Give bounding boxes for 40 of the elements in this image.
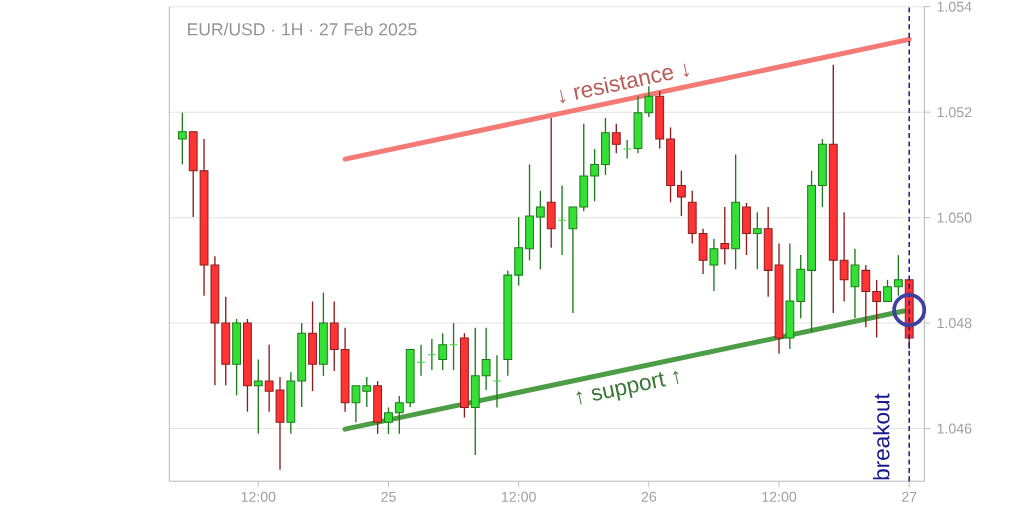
text: ↓ resistance ↓ (560, 63, 689, 104)
candlestick (752, 211, 762, 270)
candlestick (535, 190, 545, 270)
candlestick (253, 358, 263, 435)
text: EUR/USD · 1H · 27 Feb 2025 (188, 22, 417, 36)
candlestick (676, 170, 686, 217)
candlestick (590, 148, 600, 202)
candlestick (394, 395, 404, 435)
candlestick (481, 327, 491, 391)
candlestick (709, 238, 719, 292)
y-tick-label: 1.048 (937, 318, 972, 329)
x-tick-label: 12:00 (762, 491, 797, 502)
ref-line-label: breakout (872, 393, 890, 480)
candlestick (351, 385, 361, 423)
candlestick (720, 206, 730, 266)
candlestick (872, 279, 882, 339)
x-tick-label: 12:00 (241, 491, 276, 502)
y-tick-label: 1.050 (937, 212, 972, 223)
candlestick (438, 332, 448, 371)
candlestick (416, 344, 426, 377)
candlestick (850, 248, 860, 320)
candlestick (861, 264, 871, 328)
x-tick-label: 26 (641, 491, 657, 502)
candlestick (893, 254, 903, 297)
candlestick (362, 376, 372, 408)
x-tick-label: 25 (381, 491, 396, 502)
y-tick-label: 1.046 (937, 423, 972, 434)
candlestick (622, 139, 632, 160)
x-tick-label: 27 (902, 491, 917, 502)
candlestick (568, 206, 578, 314)
text: ↑ support ↑ (576, 370, 679, 405)
candlestick (492, 354, 502, 409)
x-tick-label: 12:00 (502, 491, 536, 502)
candlestick (883, 279, 892, 303)
candlestick (177, 112, 187, 166)
candlestick (384, 406, 393, 435)
candlestick (611, 123, 621, 154)
y-tick-label: 1.054 (937, 1, 972, 12)
candlestick (839, 211, 849, 303)
y-tick-label: 1.052 (937, 107, 972, 118)
